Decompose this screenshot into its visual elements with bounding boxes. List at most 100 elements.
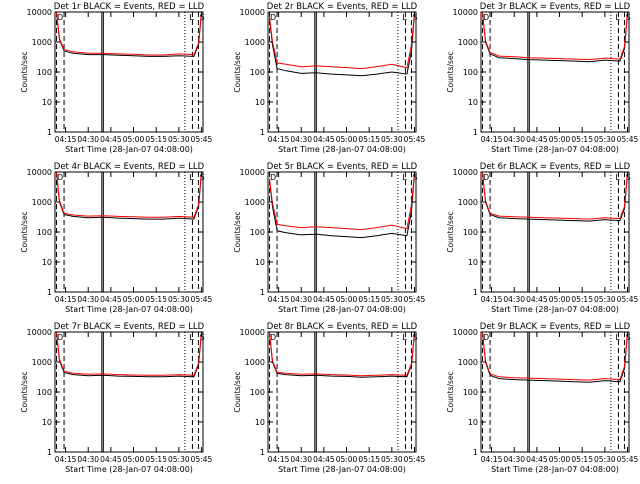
- y-tick-label: 1000: [458, 358, 478, 367]
- y-tick-label: 10000: [240, 8, 265, 17]
- x-tick-label: 05:15: [571, 135, 593, 144]
- panel-title: Det 1r BLACK = Events, RED = LLD: [54, 2, 205, 12]
- x-axis-label: Start Time (28-Jan-07 04:08:00): [65, 465, 193, 474]
- y-tick-label: 1000: [245, 198, 265, 207]
- y-tick-label: 100: [250, 388, 265, 397]
- x-tick-label: 05:45: [404, 135, 426, 144]
- y-tick-label: 10: [468, 258, 478, 267]
- y-tick-label: 100: [463, 68, 478, 77]
- marker-label-s: S: [199, 173, 204, 182]
- x-tick-label: 05:30: [381, 455, 403, 464]
- x-tick-label: 05:45: [404, 295, 426, 304]
- y-tick-label: 1: [260, 128, 265, 137]
- y-tick-label: 1000: [458, 38, 478, 47]
- y-tick-label: 1: [473, 288, 478, 297]
- x-tick-label: 05:30: [381, 135, 403, 144]
- y-axis-label: Counts/sec: [446, 211, 455, 252]
- plot-frame: [480, 171, 630, 293]
- x-tick-label: 05:00: [549, 455, 571, 464]
- series-events-line: [269, 173, 415, 239]
- x-tick-label: 04:30: [77, 455, 99, 464]
- x-tick-label: 04:45: [313, 135, 335, 144]
- y-tick-label: 100: [463, 228, 478, 237]
- panel-title: Det 3r BLACK = Events, RED = LLD: [480, 2, 631, 12]
- x-tick-label: 05:30: [594, 135, 616, 144]
- x-tick-label: 05:00: [123, 295, 145, 304]
- x-tick-label: 05:45: [191, 455, 213, 464]
- x-tick-label: 04:30: [503, 455, 525, 464]
- x-tick-label: 05:45: [617, 455, 639, 464]
- series-lld-line: [56, 172, 202, 218]
- series-lld-line: [56, 332, 202, 376]
- marker-label-d: D: [270, 333, 276, 342]
- series-lld-line: [482, 12, 628, 61]
- x-tick-label: 04:45: [100, 135, 122, 144]
- plot-frame: [54, 331, 204, 453]
- x-tick-label: 04:15: [268, 455, 290, 464]
- x-tick-label: 04:15: [55, 295, 77, 304]
- series-events-line: [56, 13, 202, 57]
- marker-label-d: D: [483, 13, 489, 22]
- x-tick-label: 05:15: [571, 295, 593, 304]
- series-lld-line: [482, 332, 628, 381]
- series-lld-line: [269, 172, 415, 231]
- x-tick-label: 04:45: [100, 455, 122, 464]
- y-tick-label: 1000: [32, 38, 52, 47]
- series-lld-line: [269, 12, 415, 70]
- y-tick-label: 10: [42, 418, 52, 427]
- y-tick-label: 1: [47, 288, 52, 297]
- x-tick-label: 05:45: [617, 295, 639, 304]
- marker-label-l: L: [615, 173, 620, 182]
- y-tick-label: 1000: [245, 38, 265, 47]
- x-tick-label: 05:30: [594, 295, 616, 304]
- plot-frame: [480, 11, 630, 133]
- x-axis-label: Start Time (28-Jan-07 04:08:00): [491, 465, 619, 474]
- marker-label-l: L: [189, 13, 194, 22]
- y-tick-label: 10000: [453, 8, 478, 17]
- marker-label-s: S: [625, 333, 630, 342]
- y-tick-label: 10: [255, 98, 265, 107]
- panel-title: Det 6r BLACK = Events, RED = LLD: [480, 162, 631, 172]
- x-tick-label: 04:30: [290, 455, 312, 464]
- x-tick-label: 04:30: [290, 135, 312, 144]
- x-tick-label: 05:30: [168, 135, 190, 144]
- y-tick-label: 100: [250, 228, 265, 237]
- x-tick-label: 04:30: [503, 295, 525, 304]
- y-axis-label: Counts/sec: [20, 211, 29, 252]
- y-axis-label: Counts/sec: [20, 371, 29, 412]
- y-tick-label: 10: [255, 418, 265, 427]
- y-tick-label: 10: [468, 418, 478, 427]
- panel-title: Det 2r BLACK = Events, RED = LLD: [267, 2, 418, 12]
- x-tick-label: 05:00: [549, 135, 571, 144]
- series-lld-line: [269, 332, 415, 377]
- series-events-line: [482, 333, 628, 383]
- y-tick-label: 10: [42, 258, 52, 267]
- y-tick-label: 10000: [27, 168, 52, 177]
- marker-label-l: L: [402, 173, 407, 182]
- x-tick-label: 05:30: [168, 455, 190, 464]
- y-tick-label: 10000: [453, 168, 478, 177]
- x-tick-label: 04:15: [55, 455, 77, 464]
- x-tick-label: 05:45: [191, 135, 213, 144]
- marker-label-d: D: [270, 13, 276, 22]
- x-tick-label: 04:45: [313, 295, 335, 304]
- y-tick-label: 1000: [32, 358, 52, 367]
- y-tick-label: 1000: [32, 198, 52, 207]
- x-tick-label: 04:15: [268, 135, 290, 144]
- y-tick-label: 10000: [27, 328, 52, 337]
- plot-frame: [480, 331, 630, 453]
- panel-title: Det 7r BLACK = Events, RED = LLD: [54, 322, 205, 332]
- x-tick-label: 05:30: [594, 455, 616, 464]
- y-tick-label: 1: [473, 448, 478, 457]
- marker-label-l: L: [402, 333, 407, 342]
- marker-label-s: S: [199, 333, 204, 342]
- x-tick-label: 04:45: [526, 135, 548, 144]
- x-tick-label: 05:15: [358, 295, 380, 304]
- y-axis-label: Counts/sec: [446, 371, 455, 412]
- x-tick-label: 04:15: [55, 135, 77, 144]
